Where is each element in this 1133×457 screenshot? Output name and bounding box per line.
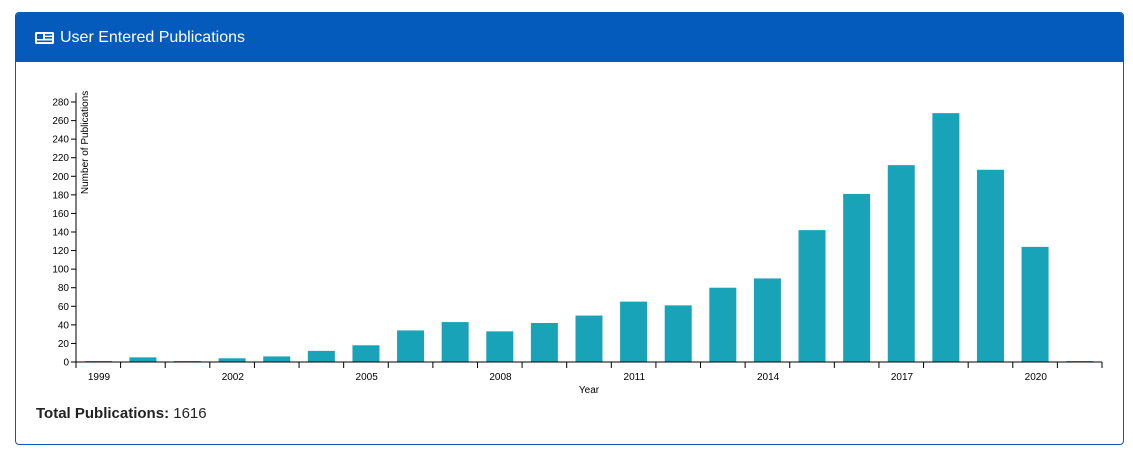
bar-2016 bbox=[843, 193, 871, 362]
bar-2006 bbox=[397, 330, 425, 362]
bar-2012 bbox=[664, 305, 692, 362]
x-tick-label-2011: 2011 bbox=[624, 372, 646, 383]
y-tick-label-80: 80 bbox=[58, 283, 70, 294]
bar-2020 bbox=[1021, 246, 1049, 362]
x-tick-label-1999: 1999 bbox=[88, 372, 111, 383]
y-tick-label-140: 140 bbox=[52, 227, 69, 238]
y-tick-label-240: 240 bbox=[52, 135, 69, 146]
x-tick-label-2017: 2017 bbox=[891, 372, 914, 383]
x-tick-label-2002: 2002 bbox=[222, 372, 245, 383]
bar-2003 bbox=[263, 356, 291, 362]
newspaper-icon bbox=[35, 31, 54, 44]
total-label: Total Publications: bbox=[36, 405, 170, 422]
total-publications: Total Publications: 1616 bbox=[36, 405, 207, 422]
bar-2000 bbox=[129, 357, 157, 362]
x-tick-label-2008: 2008 bbox=[489, 372, 512, 383]
y-tick-label-220: 220 bbox=[52, 153, 69, 164]
y-tick-label-40: 40 bbox=[58, 320, 70, 331]
bar-2008 bbox=[486, 331, 514, 362]
y-tick-label-20: 20 bbox=[58, 339, 70, 350]
y-tick-label-120: 120 bbox=[52, 246, 69, 257]
bar-2010 bbox=[575, 315, 603, 362]
bar-2011 bbox=[620, 301, 648, 362]
publications-card: User Entered Publications 0 20 40 60 80 100 12… bbox=[15, 12, 1124, 445]
total-value: 1616 bbox=[173, 405, 207, 422]
y-tick-label-100: 100 bbox=[52, 265, 69, 276]
y-tick-label-160: 160 bbox=[52, 209, 69, 220]
bar-2017 bbox=[887, 165, 915, 362]
card-title: User Entered Publications bbox=[60, 28, 245, 46]
bar-2013 bbox=[709, 287, 737, 362]
card-header: User Entered Publications bbox=[16, 13, 1123, 62]
bar-2004 bbox=[307, 350, 335, 362]
bar-chart-svg: 0 20 40 60 80 100 120 140 160 180 200 220 240 260 280 1… bbox=[52, 91, 1103, 396]
x-tick-label-2014: 2014 bbox=[757, 372, 780, 383]
bar-2005 bbox=[352, 345, 380, 362]
y-axis-title: Number of Publications bbox=[80, 91, 91, 194]
y-tick-label-280: 280 bbox=[52, 97, 69, 108]
x-axis-title: Year bbox=[579, 385, 600, 396]
bar-2014 bbox=[753, 278, 781, 362]
bar-2019 bbox=[976, 169, 1004, 362]
y-tick-label-0: 0 bbox=[63, 358, 69, 369]
bar-2015 bbox=[798, 230, 826, 362]
x-tick-label-2020: 2020 bbox=[1025, 372, 1048, 383]
y-tick-label-260: 260 bbox=[52, 116, 69, 127]
y-tick-label-180: 180 bbox=[52, 190, 69, 201]
bar-2018 bbox=[932, 113, 960, 363]
x-tick-label-2005: 2005 bbox=[356, 372, 379, 383]
bar-2007 bbox=[441, 322, 469, 362]
publications-chart: 0 20 40 60 80 100 120 140 160 180 200 220 240 260 280 1… bbox=[16, 62, 1123, 400]
y-tick-label-200: 200 bbox=[52, 172, 69, 183]
y-tick-label-60: 60 bbox=[58, 302, 70, 313]
bar-2002 bbox=[218, 358, 246, 362]
bar-2009 bbox=[530, 322, 558, 362]
